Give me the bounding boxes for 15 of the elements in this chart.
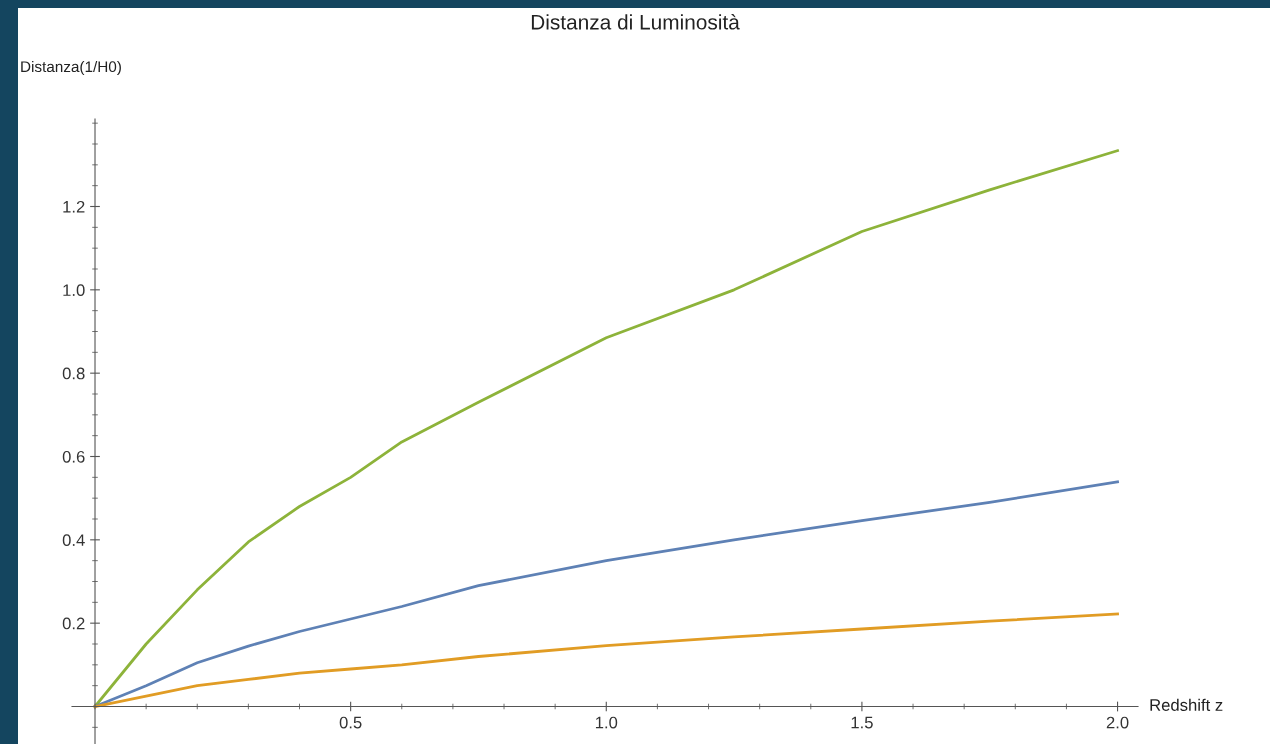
x-tick-label: 0.5 xyxy=(339,716,362,729)
x-axis-title: Redshift z xyxy=(1150,698,1223,711)
line-series xyxy=(93,480,1119,708)
y-tick-label: 1.0 xyxy=(63,284,85,297)
chart-title: Distanza di Luminosità xyxy=(531,14,740,30)
y-axis-title: Distanza(1/H0) xyxy=(21,60,121,76)
y-tick-label: 0.4 xyxy=(62,534,85,547)
y-tick-label: 0.6 xyxy=(62,450,85,463)
line-series xyxy=(93,612,1119,708)
y-tick-label: 1.2 xyxy=(63,200,85,213)
y-tick-label: 0.8 xyxy=(62,367,85,380)
x-tick-label: 1.5 xyxy=(851,716,873,729)
y-tick-label: 0.2 xyxy=(62,617,85,630)
x-tick-label: 1.0 xyxy=(595,716,618,729)
x-tick-label: 2.0 xyxy=(1106,716,1129,729)
